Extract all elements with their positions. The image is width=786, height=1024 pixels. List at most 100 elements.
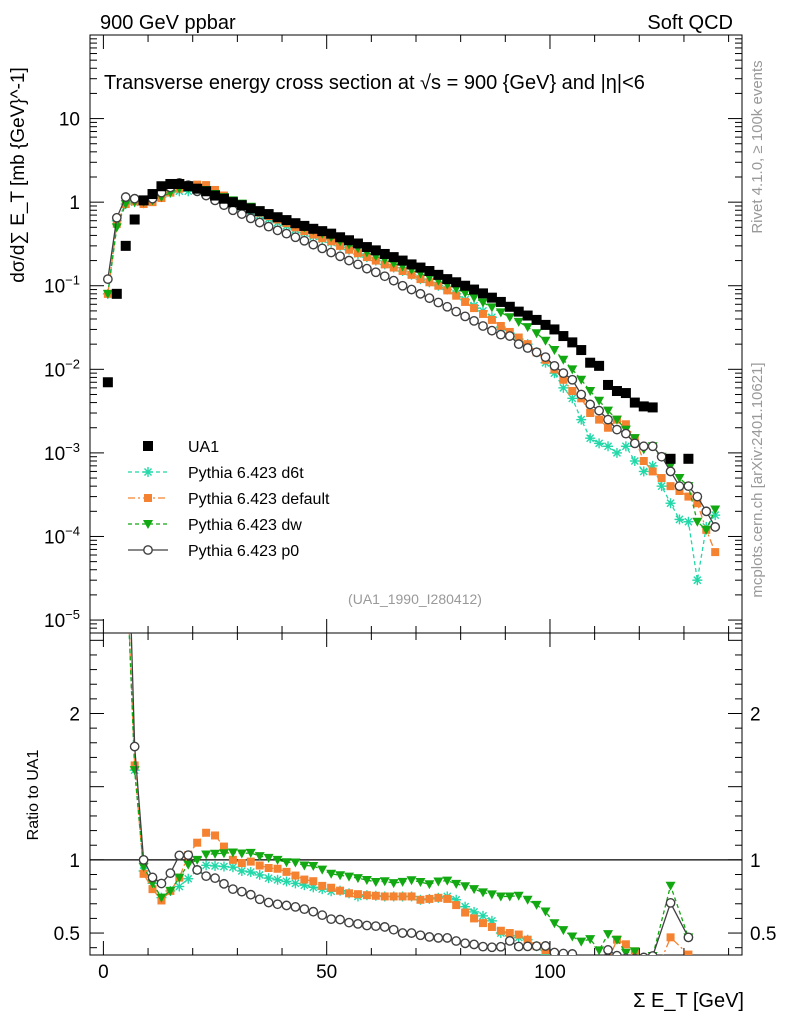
- ratio-series-pythia-6-423-d6t-point: [469, 906, 480, 917]
- ua1-data-point: [558, 331, 569, 342]
- ratio-series-pythia-6-423-default-point: [336, 886, 345, 895]
- ratio-series-pythia-6-423-default-point: [407, 892, 416, 901]
- ratio-series-pythia-6-423-p0-point: [451, 936, 462, 946]
- ua1-data-point: [352, 238, 363, 249]
- ratio-series-pythia-6-423-d6t-point: [594, 984, 604, 994]
- ratio-series-pythia-6-423-dw-point: [218, 849, 229, 859]
- ratio-series-pythia-6-423-p0-point: [281, 900, 292, 911]
- main-series-pythia-6-423-d6t-point: [603, 441, 614, 452]
- ratio-series-pythia-6-423-p0-point: [460, 938, 471, 949]
- ratio-series-pythia-6-423-dw-point: [236, 849, 247, 859]
- legend-item: Pythia 6.423 dw: [128, 517, 302, 534]
- main-series-pythia-6-423-p0-point: [111, 212, 122, 223]
- main-series-pythia-6-423-default-point: [568, 387, 577, 396]
- ratio-series-pythia-6-423-d6t-point: [121, 538, 131, 548]
- ratio-series-pythia-6-423-dw-point: [326, 869, 337, 879]
- ratio-series-pythia-6-423-default-point: [362, 891, 371, 900]
- main-series-pythia-6-423-p0-point: [683, 481, 694, 492]
- main-series-pythia-6-423-p0-point: [120, 192, 131, 202]
- ua1-data-point: [165, 178, 176, 189]
- ratio-series-pythia-6-423-p0-point: [639, 952, 649, 955]
- main-series-pythia-6-423-p0-point: [629, 438, 640, 449]
- ratio-series-pythia-6-423-p0-point: [245, 889, 256, 900]
- main-series-pythia-6-423-dw-point: [692, 517, 703, 527]
- ua1-data-point: [620, 388, 631, 399]
- ratio-series-pythia-6-423-d6t-point: [236, 866, 247, 876]
- ratio-series-pythia-6-423-d6t-point: [630, 972, 640, 982]
- y-tick-label: 10−5: [44, 607, 80, 632]
- ratio-series-pythia-6-423-dw-point: [281, 858, 292, 868]
- ratio-series-pythia-6-423-d6t-point: [201, 860, 212, 871]
- ratio-series-pythia-6-423-default-point: [470, 914, 479, 923]
- ratio-series-pythia-6-423-dw-point: [504, 892, 515, 902]
- ua1-data-point: [647, 402, 658, 413]
- header-right-label: Soft QCD: [647, 12, 733, 34]
- ua1-data-point: [495, 296, 506, 307]
- legend-label: Pythia 6.423 p0: [188, 543, 299, 560]
- ua1-data-point: [245, 203, 256, 214]
- main-series-pythia-6-423-p0-point: [326, 247, 337, 258]
- ua1-data-point: [611, 386, 622, 397]
- ratio-series-pythia-6-423-dw-point: [263, 853, 274, 863]
- ratio-series-pythia-6-423-p0-point: [495, 941, 506, 952]
- ratio-series-pythia-6-423-d6t-point: [648, 972, 658, 982]
- ratio-series-pythia-6-423-p0-point: [647, 951, 658, 955]
- ratio-series-pythia-6-423-default-point: [345, 889, 354, 898]
- ratio-series-pythia-6-423-d6t-point: [290, 878, 301, 889]
- ratio-series-pythia-6-423-default-point: [586, 966, 594, 974]
- main-series-pythia-6-423-p0-point: [290, 232, 301, 243]
- ratio-series-pythia-6-423-default-point: [148, 885, 157, 894]
- main-series-pythia-6-423-d6t-point: [576, 414, 587, 425]
- main-series-pythia-6-423-p0-point: [656, 451, 667, 462]
- legend-marker: [143, 467, 153, 477]
- ua1-data-point: [549, 324, 560, 335]
- main-series-pythia-6-423-default-point: [711, 548, 720, 557]
- ratio-series-pythia-6-423-dw-point: [397, 877, 408, 887]
- ratio-series-pythia-6-423-dw-point: [594, 946, 605, 955]
- main-series-pythia-6-423-p0-point: [638, 441, 649, 452]
- ratio-series-pythia-6-423-p0-point: [683, 932, 694, 943]
- header-left-label: 900 GeV ppbar: [100, 12, 236, 34]
- ratio-series-pythia-6-423-default-point: [255, 861, 264, 870]
- ratio-series-pythia-6-423-p0-point: [442, 933, 453, 943]
- ratio-series-pythia-6-423-dw-point: [558, 926, 569, 936]
- ua1-data-point: [486, 292, 497, 303]
- ratio-series-pythia-6-423-default-point: [380, 892, 389, 901]
- ratio-series-pythia-6-423-default-point: [684, 950, 693, 955]
- ratio-series-pythia-6-423-p0-point: [397, 928, 408, 938]
- ua1-data-point: [576, 345, 587, 356]
- main-series-pythia-6-423-default-point: [461, 297, 470, 306]
- ratio-series-pythia-6-423-p0-point: [165, 868, 176, 879]
- ratio-series-pythia-6-423-p0-point: [595, 959, 603, 967]
- ua1-data-point: [603, 379, 614, 390]
- y-tick-label: 10−2: [44, 356, 80, 381]
- main-series-pythia-6-423-default-point: [595, 415, 604, 424]
- main-series-pythia-6-423-default-point: [604, 423, 613, 432]
- main-series-pythia-6-423-p0-point: [567, 374, 578, 385]
- main-series-pythia-6-423-p0-point: [540, 352, 551, 363]
- axes-layer: 0 50 100 10 1 10−1 10−2 10−3 10−4 10−5 0.5 0.5 1 1 2 2: [44, 35, 776, 983]
- ratio-series-pythia-6-423-d6t-point: [576, 980, 586, 990]
- ua1-data-point: [424, 266, 435, 277]
- main-series-pythia-6-423-p0-point: [442, 301, 453, 312]
- main-series-pythia-6-423-dw-point: [504, 313, 515, 323]
- ratio-series-pythia-6-423-p0-point: [138, 854, 149, 865]
- main-series-pythia-6-423-p0-point: [478, 321, 488, 331]
- ratio-series-pythia-6-423-default-point: [416, 895, 425, 904]
- ratio-series-pythia-6-423-p0-point: [183, 850, 194, 861]
- y-tick-label: 10: [59, 110, 80, 131]
- main-series-pythia-6-423-p0-point: [236, 209, 247, 219]
- chart-title: Transverse energy cross section at √s = …: [104, 72, 645, 94]
- main-series-pythia-6-423-dw-point: [603, 406, 614, 416]
- ratio-series-pythia-6-423-d6t-point: [585, 983, 595, 993]
- ratio-series-pythia-6-423-p0-point: [236, 886, 247, 897]
- ratio-series-pythia-6-423-default-point: [487, 922, 496, 931]
- ratio-series-pythia-6-423-dw-point: [344, 872, 355, 882]
- ua1-data-point: [460, 280, 471, 291]
- ratio-series-pythia-6-423-p0-point: [513, 941, 524, 952]
- ratio-series-pythia-6-423-default-point: [452, 901, 461, 910]
- ua1-data-point: [156, 181, 167, 192]
- main-series-pythia-6-423-p0-point: [531, 347, 542, 358]
- main-series-pythia-6-423-p0-point: [576, 389, 587, 400]
